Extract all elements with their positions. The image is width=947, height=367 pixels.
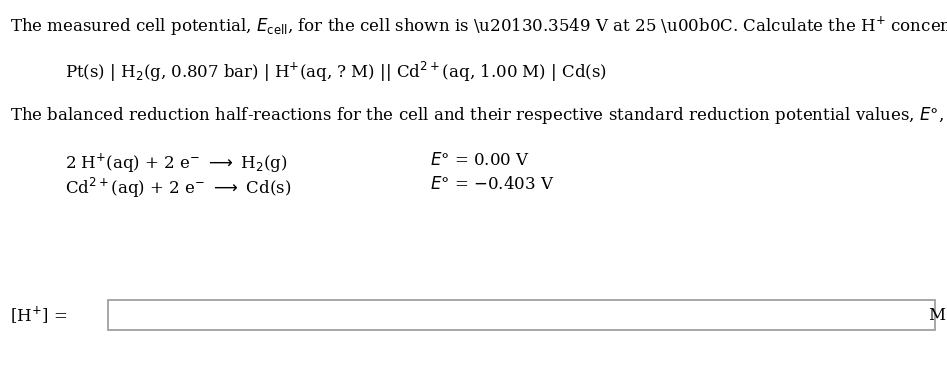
Text: The measured cell potential, $\mathit{E}_{\mathrm{cell}}$, for the cell shown is: The measured cell potential, $\mathit{E}… <box>10 15 947 38</box>
Text: 2 H$^{+}$(aq) + 2 e$^{-}$ $\longrightarrow$ H$_{2}$(g): 2 H$^{+}$(aq) + 2 e$^{-}$ $\longrightarr… <box>65 152 288 175</box>
FancyBboxPatch shape <box>108 300 935 330</box>
Text: Pt(s) | H$_{2}$(g, 0.807 bar) | H$^{+}$(aq, ? M) || Cd$^{2+}$(aq, 1.00 M) | Cd(s: Pt(s) | H$_{2}$(g, 0.807 bar) | H$^{+}$(… <box>65 60 607 84</box>
Text: Cd$^{2+}$(aq) + 2 e$^{-}$ $\longrightarrow$ Cd(s): Cd$^{2+}$(aq) + 2 e$^{-}$ $\longrightarr… <box>65 176 292 200</box>
Text: $\mathit{E}$° = 0.00 V: $\mathit{E}$° = 0.00 V <box>430 152 530 169</box>
Text: M: M <box>928 306 945 323</box>
Text: The balanced reduction half-reactions for the cell and their respective standard: The balanced reduction half-reactions fo… <box>10 105 947 126</box>
Text: $\mathit{E}$° = $-$0.403 V: $\mathit{E}$° = $-$0.403 V <box>430 176 554 193</box>
Text: [H$^{+}$] =: [H$^{+}$] = <box>10 305 67 326</box>
